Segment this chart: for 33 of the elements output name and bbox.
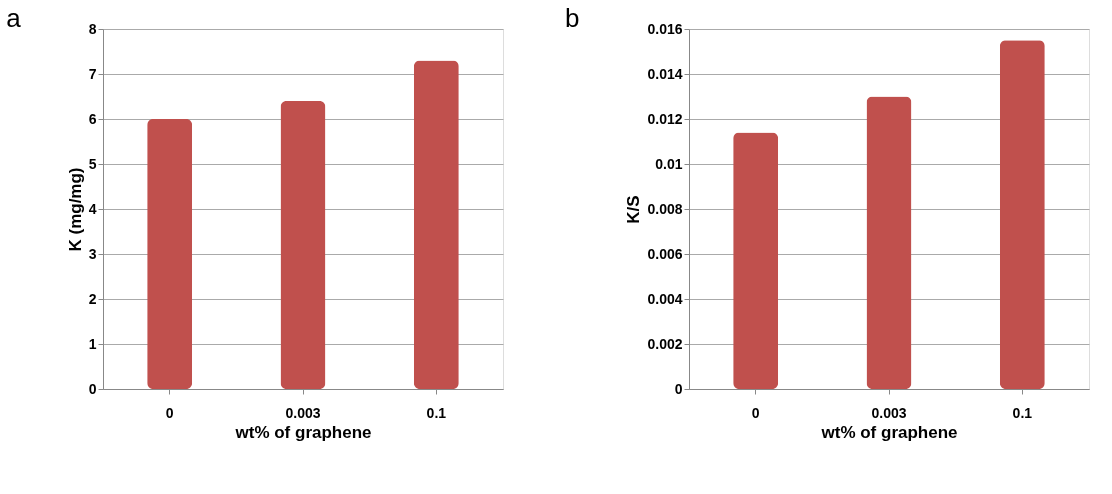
y-tick-label: 0 — [674, 380, 683, 397]
y-tick-label: 7 — [88, 65, 97, 82]
y-axis-title: K (mg/mg) — [65, 167, 85, 252]
y-tick-label: 8 — [88, 20, 97, 37]
y-tick-label: 1 — [88, 335, 97, 352]
y-tick-label: 0.016 — [647, 20, 683, 37]
bar — [999, 40, 1045, 389]
x-tick-label: 0.003 — [285, 404, 321, 421]
x-tick-label: 0 — [751, 404, 760, 421]
y-tick-label: 0.004 — [647, 290, 683, 307]
y-tick-label: 0.008 — [647, 200, 683, 217]
x-axis-title: wt% of graphene — [234, 422, 372, 442]
x-tick-label: 0.1 — [426, 404, 447, 421]
chart-title: b — [564, 3, 580, 33]
y-tick-label: 6 — [88, 110, 97, 127]
y-tick-label: 0.014 — [647, 65, 683, 82]
y-tick-label: 5 — [88, 155, 97, 172]
bar — [866, 96, 912, 389]
chart-title: a — [6, 3, 22, 33]
x-tick-label: 0.003 — [871, 404, 907, 421]
y-tick-label: 3 — [88, 245, 97, 262]
y-tick-label: 0.006 — [647, 245, 683, 262]
y-axis-title: K/S — [624, 195, 644, 224]
y-tick-label: 0.01 — [655, 155, 683, 172]
y-tick-label: 0.012 — [647, 110, 683, 127]
y-tick-label: 0.002 — [647, 335, 683, 352]
x-axis-title: wt% of graphene — [820, 422, 958, 442]
x-tick-label: 0 — [165, 404, 174, 421]
y-tick-label: 2 — [88, 290, 97, 307]
y-tick-label: 4 — [88, 200, 97, 217]
x-tick-label: 0.1 — [1012, 404, 1033, 421]
y-tick-label: 0 — [88, 380, 97, 397]
bar — [733, 132, 779, 389]
